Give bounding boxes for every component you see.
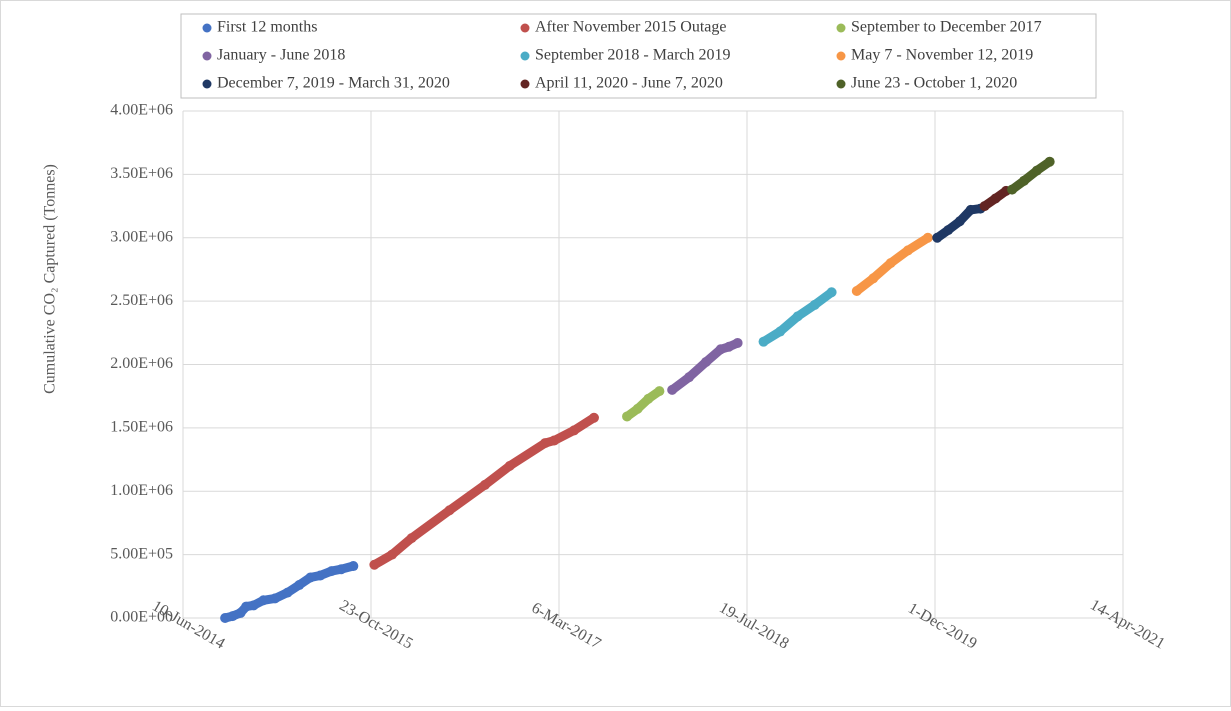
legend-marker bbox=[202, 79, 212, 89]
data-point bbox=[684, 372, 695, 383]
x-tick-label: 19-Jul-2018 bbox=[716, 599, 791, 652]
x-tick-label: 14-Apr-2021 bbox=[1087, 596, 1168, 652]
data-point bbox=[654, 386, 665, 397]
data-point bbox=[504, 460, 515, 471]
data-point bbox=[315, 570, 326, 581]
data-point bbox=[258, 595, 269, 606]
data-point bbox=[227, 611, 238, 622]
data-point bbox=[943, 225, 954, 236]
legend-label: December 7, 2019 - March 31, 2020 bbox=[217, 75, 450, 92]
legend-label: January - June 2018 bbox=[217, 47, 345, 64]
legend-marker bbox=[202, 23, 212, 33]
data-point bbox=[336, 564, 347, 575]
data-point bbox=[549, 435, 560, 446]
data-point bbox=[701, 356, 712, 367]
x-tick-label: 1-Dec-2019 bbox=[905, 600, 980, 653]
y-tick-label: 4.00E+06 bbox=[110, 102, 173, 119]
legend: First 12 months After November 2015 Outag… bbox=[202, 19, 1042, 92]
y-tick-label: 2.50E+06 bbox=[110, 292, 173, 309]
legend-label: June 23 - October 1, 2020 bbox=[851, 75, 1017, 92]
y-tick-label: 3.50E+06 bbox=[110, 165, 173, 182]
data-point bbox=[932, 232, 943, 243]
data-point bbox=[294, 580, 305, 591]
y-tick-label: 5.00E+05 bbox=[110, 545, 173, 562]
data-point bbox=[305, 572, 316, 583]
legend-label: September 2018 - March 2019 bbox=[535, 47, 731, 64]
y-tick-label: 2.00E+06 bbox=[110, 355, 173, 372]
data-point bbox=[922, 232, 933, 243]
grid bbox=[182, 110, 1124, 619]
legend-marker bbox=[520, 51, 530, 61]
data-point bbox=[406, 533, 417, 544]
data-point bbox=[569, 425, 580, 436]
data-point bbox=[622, 411, 633, 422]
legend-label: After November 2015 Outage bbox=[535, 19, 727, 36]
legend-marker bbox=[520, 23, 530, 33]
y-tick-label: 1.50E+06 bbox=[110, 419, 173, 436]
data-point bbox=[444, 505, 455, 516]
data-point bbox=[326, 566, 337, 577]
data-point bbox=[885, 258, 896, 269]
data-point bbox=[282, 587, 293, 598]
x-tick-label: 6-Mar-2017 bbox=[528, 599, 603, 652]
data-point bbox=[1044, 156, 1055, 167]
data-point bbox=[348, 561, 359, 572]
legend-marker bbox=[836, 23, 846, 33]
legend-box bbox=[180, 13, 1097, 99]
data-point bbox=[902, 245, 913, 256]
y-tick-label: 1.00E+06 bbox=[110, 482, 173, 499]
data-point bbox=[369, 559, 380, 570]
data-point bbox=[965, 204, 976, 215]
data-point bbox=[715, 344, 726, 355]
data-point bbox=[723, 341, 734, 352]
series-trace bbox=[1007, 157, 1055, 195]
data-point bbox=[1007, 184, 1018, 195]
data-point bbox=[990, 193, 1001, 204]
data-point bbox=[220, 613, 231, 623]
data-point bbox=[387, 549, 398, 560]
series-trace bbox=[369, 413, 599, 570]
legend-label: First 12 months bbox=[217, 19, 317, 36]
y-tick-label: 3.00E+06 bbox=[110, 228, 173, 245]
data-point bbox=[979, 201, 990, 212]
data-point bbox=[826, 287, 837, 298]
y-tick-label: 0.00E+00 bbox=[110, 609, 173, 626]
legend-marker bbox=[202, 51, 212, 61]
y-axis-label: Cumulative CO₂ Captured (Tonnes) bbox=[42, 164, 59, 394]
legend-marker bbox=[836, 51, 846, 61]
legend-marker bbox=[836, 79, 846, 89]
data-point bbox=[632, 403, 643, 414]
data-point bbox=[809, 299, 820, 310]
data-point bbox=[241, 601, 252, 612]
data-point bbox=[758, 336, 769, 347]
data-point bbox=[1019, 175, 1030, 186]
x-tick-label: 23-Oct-2015 bbox=[336, 597, 415, 653]
data-point bbox=[851, 285, 862, 296]
data-point bbox=[248, 600, 259, 611]
data-point bbox=[792, 311, 803, 322]
data-point bbox=[954, 216, 965, 227]
legend-label: April 11, 2020 - June 7, 2020 bbox=[535, 75, 723, 92]
series-trace bbox=[622, 386, 664, 421]
data-point bbox=[775, 326, 786, 337]
legend-label: September to December 2017 bbox=[851, 19, 1042, 36]
data-point bbox=[540, 438, 551, 449]
data-point bbox=[588, 412, 599, 423]
data-point bbox=[479, 479, 490, 490]
data-point bbox=[667, 384, 678, 395]
legend-marker bbox=[520, 79, 530, 89]
data-point bbox=[270, 593, 281, 604]
data-point bbox=[643, 393, 654, 404]
data-point bbox=[1031, 165, 1042, 176]
legend-label: May 7 - November 12, 2019 bbox=[851, 47, 1033, 64]
data-point bbox=[732, 337, 743, 348]
data-point bbox=[868, 273, 879, 284]
